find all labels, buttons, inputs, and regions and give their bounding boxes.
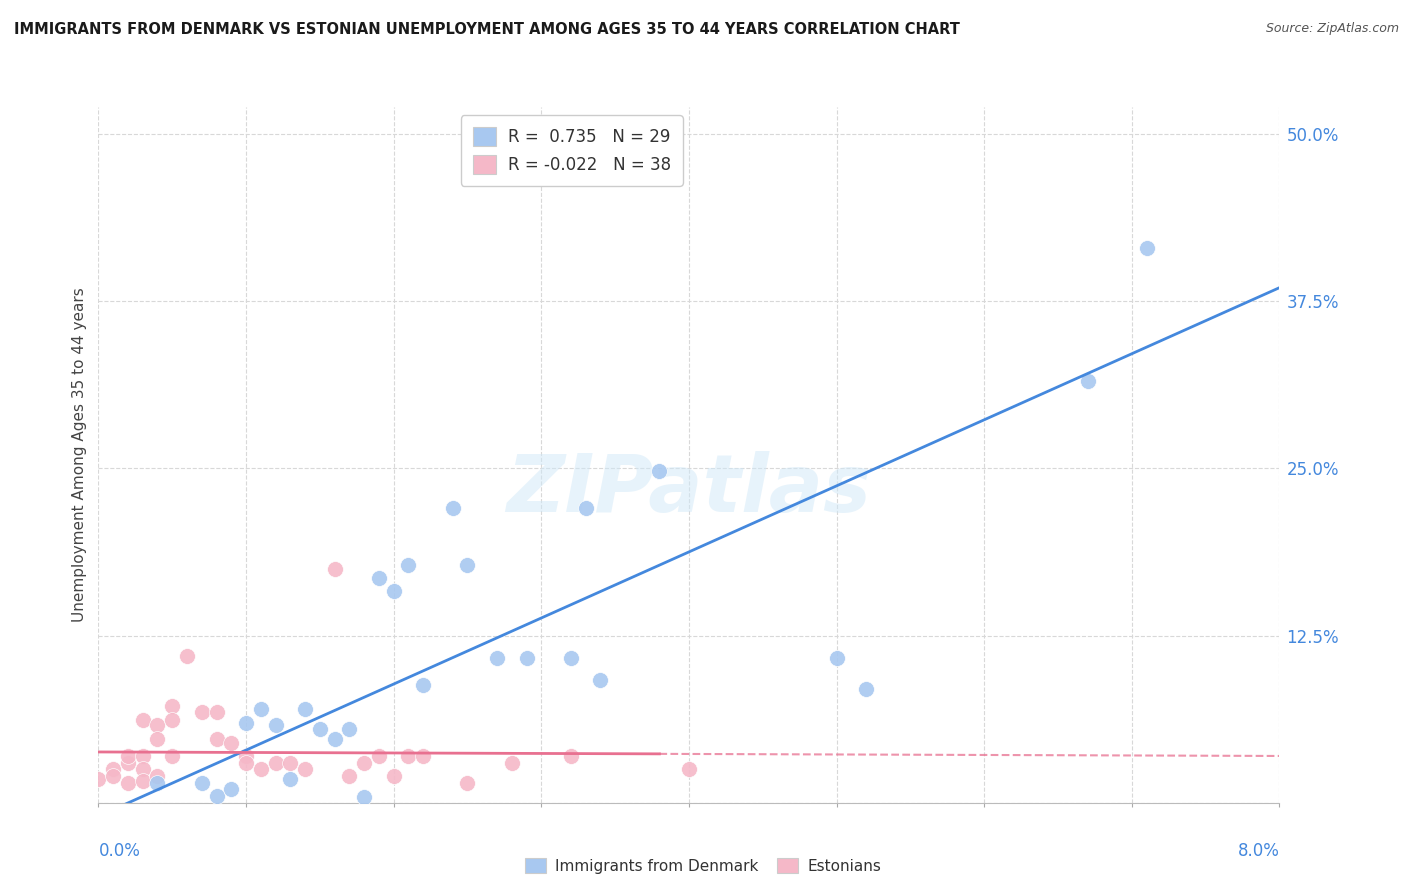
Point xyxy=(309,723,332,737)
Point xyxy=(280,772,302,786)
Point xyxy=(146,718,169,732)
Point xyxy=(205,789,228,804)
Point xyxy=(221,735,243,749)
Point xyxy=(412,678,434,692)
Point xyxy=(132,762,155,776)
Point xyxy=(560,749,582,764)
Legend: Immigrants from Denmark, Estonians: Immigrants from Denmark, Estonians xyxy=(519,852,887,880)
Point xyxy=(1077,375,1099,389)
Point xyxy=(323,731,346,746)
Point xyxy=(678,762,700,776)
Point xyxy=(176,648,198,663)
Point xyxy=(294,762,316,776)
Point xyxy=(353,756,375,770)
Point xyxy=(368,571,391,585)
Point xyxy=(162,713,183,727)
Point xyxy=(162,699,183,714)
Point xyxy=(825,651,848,665)
Point xyxy=(235,749,257,764)
Point xyxy=(575,501,598,516)
Point xyxy=(250,762,273,776)
Point xyxy=(353,790,375,805)
Point xyxy=(382,769,405,783)
Point xyxy=(412,749,434,764)
Point xyxy=(191,776,214,790)
Point xyxy=(132,749,155,764)
Point xyxy=(368,749,391,764)
Point xyxy=(382,584,405,599)
Point xyxy=(162,749,183,764)
Point xyxy=(398,558,420,572)
Point xyxy=(457,558,479,572)
Point xyxy=(221,782,243,797)
Point xyxy=(560,651,582,665)
Point xyxy=(441,501,464,516)
Point xyxy=(103,762,125,776)
Point xyxy=(280,756,302,770)
Point xyxy=(87,772,110,786)
Point xyxy=(294,702,316,716)
Point xyxy=(132,713,155,727)
Point xyxy=(264,756,287,770)
Point xyxy=(235,756,257,770)
Point xyxy=(117,749,139,764)
Text: IMMIGRANTS FROM DENMARK VS ESTONIAN UNEMPLOYMENT AMONG AGES 35 TO 44 YEARS CORRE: IMMIGRANTS FROM DENMARK VS ESTONIAN UNEM… xyxy=(14,22,960,37)
Point xyxy=(516,651,538,665)
Legend: R =  0.735   N = 29, R = -0.022   N = 38: R = 0.735 N = 29, R = -0.022 N = 38 xyxy=(461,115,682,186)
Point xyxy=(339,723,361,737)
Point xyxy=(648,464,671,478)
Point xyxy=(146,731,169,746)
Point xyxy=(398,749,420,764)
Text: Source: ZipAtlas.com: Source: ZipAtlas.com xyxy=(1265,22,1399,36)
Point xyxy=(117,756,139,770)
Point xyxy=(205,731,228,746)
Point xyxy=(132,774,155,789)
Text: ZIPatlas: ZIPatlas xyxy=(506,450,872,529)
Point xyxy=(339,769,361,783)
Point xyxy=(250,702,273,716)
Point xyxy=(486,651,509,665)
Point xyxy=(146,776,169,790)
Text: 0.0%: 0.0% xyxy=(98,842,141,860)
Point xyxy=(855,681,877,696)
Point xyxy=(235,715,257,730)
Point xyxy=(146,769,169,783)
Y-axis label: Unemployment Among Ages 35 to 44 years: Unemployment Among Ages 35 to 44 years xyxy=(72,287,87,623)
Point xyxy=(191,705,214,719)
Text: 8.0%: 8.0% xyxy=(1237,842,1279,860)
Point xyxy=(323,562,346,576)
Point xyxy=(589,673,612,687)
Point xyxy=(117,776,139,790)
Point xyxy=(205,705,228,719)
Point xyxy=(457,776,479,790)
Point xyxy=(1136,241,1159,255)
Point xyxy=(501,756,523,770)
Point xyxy=(264,718,287,732)
Point xyxy=(103,769,125,783)
